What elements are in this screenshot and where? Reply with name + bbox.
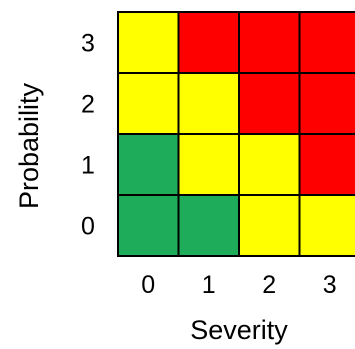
cell-s1-p1 [177, 133, 240, 196]
y-tick-1: 1 [81, 152, 95, 180]
y-tick-labels: 0 1 2 3 [81, 30, 95, 241]
y-tick-3: 3 [81, 30, 95, 58]
x-tick-labels: 0 1 2 3 [141, 271, 336, 299]
cell-s2-p0 [238, 194, 301, 257]
x-axis-label: Severity [190, 315, 288, 345]
x-tick-3: 3 [323, 271, 337, 299]
y-tick-0: 0 [81, 213, 95, 241]
cell-s2-p3 [238, 11, 301, 74]
cell-s3-p1 [298, 133, 355, 196]
cell-s1-p3 [177, 11, 240, 74]
cell-s0-p1 [117, 133, 180, 196]
cell-s2-p1 [238, 133, 301, 196]
x-tick-2: 2 [262, 271, 276, 299]
cell-s3-p0 [298, 194, 355, 257]
cell-s3-p2 [298, 72, 355, 135]
cell-s2-p2 [238, 72, 301, 135]
cell-s0-p3 [117, 11, 180, 74]
y-axis-label: Probability [14, 82, 44, 209]
cell-s0-p2 [117, 72, 180, 135]
cell-s3-p3 [298, 11, 355, 74]
cell-s1-p2 [177, 72, 240, 135]
cell-s1-p0 [177, 194, 240, 257]
heatmap-cells [117, 11, 355, 257]
y-tick-2: 2 [81, 91, 95, 119]
x-tick-1: 1 [202, 271, 216, 299]
cell-s0-p0 [117, 194, 180, 257]
x-tick-0: 0 [141, 271, 155, 299]
